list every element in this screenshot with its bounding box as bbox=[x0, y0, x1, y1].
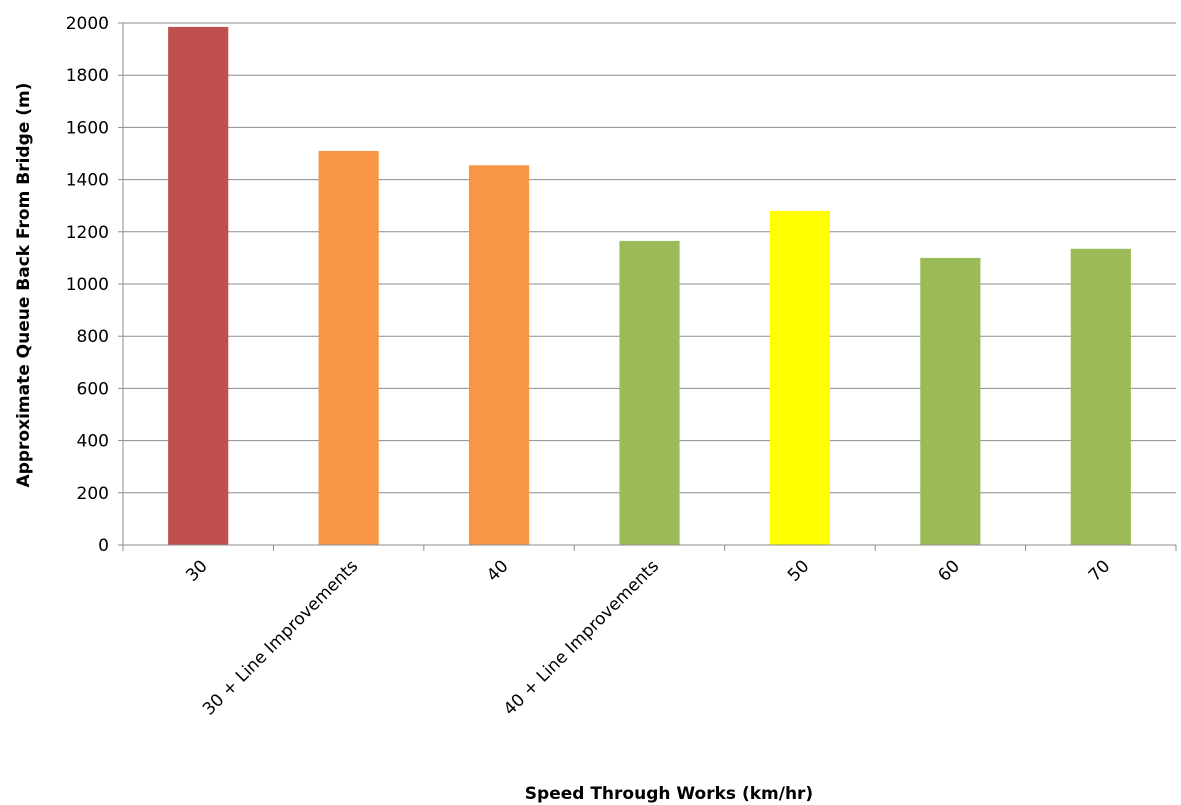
x-tick-label: 30 + Line Improvements bbox=[199, 556, 362, 719]
bar-70 bbox=[1070, 248, 1131, 545]
y-axis-title: Approximate Queue Back From Bridge (m) bbox=[14, 83, 34, 488]
y-tick-label: 1200 bbox=[66, 223, 109, 243]
x-tick-label: 30 bbox=[182, 556, 211, 585]
y-tick-label: 0 bbox=[98, 536, 109, 556]
x-tick-label: 40 + Line Improvements bbox=[500, 556, 663, 719]
y-tick-label: 800 bbox=[77, 327, 109, 347]
x-tick-label: 70 bbox=[1085, 556, 1114, 585]
x-tick-label: 50 bbox=[784, 556, 813, 585]
y-tick-label: 1400 bbox=[66, 171, 109, 191]
bar-60 bbox=[920, 257, 981, 545]
bars bbox=[168, 26, 1131, 546]
bar-40-line-improvements bbox=[619, 240, 680, 545]
y-tick-label: 200 bbox=[77, 484, 109, 504]
y-tick-label: 400 bbox=[77, 432, 109, 452]
y-tick-label: 600 bbox=[77, 379, 109, 399]
y-tick-label: 2000 bbox=[66, 14, 109, 34]
bar-50 bbox=[769, 210, 831, 546]
axes bbox=[118, 22, 1177, 551]
x-tick-label: 60 bbox=[934, 556, 963, 585]
y-tick-label: 1800 bbox=[66, 66, 109, 86]
bar-40 bbox=[468, 165, 530, 545]
y-tick-label: 1600 bbox=[66, 118, 109, 138]
bar-30 bbox=[168, 26, 229, 546]
y-tick-labels: 0 200 400 600 800 1000 1200 1400 1600 1800 2000 bbox=[66, 14, 109, 556]
y-tick-label: 1000 bbox=[66, 275, 109, 295]
x-axis-title: Speed Through Works (km/hr) bbox=[525, 784, 813, 804]
bar-30-line-improvements bbox=[318, 150, 379, 545]
x-tick-label: 40 bbox=[483, 556, 512, 585]
